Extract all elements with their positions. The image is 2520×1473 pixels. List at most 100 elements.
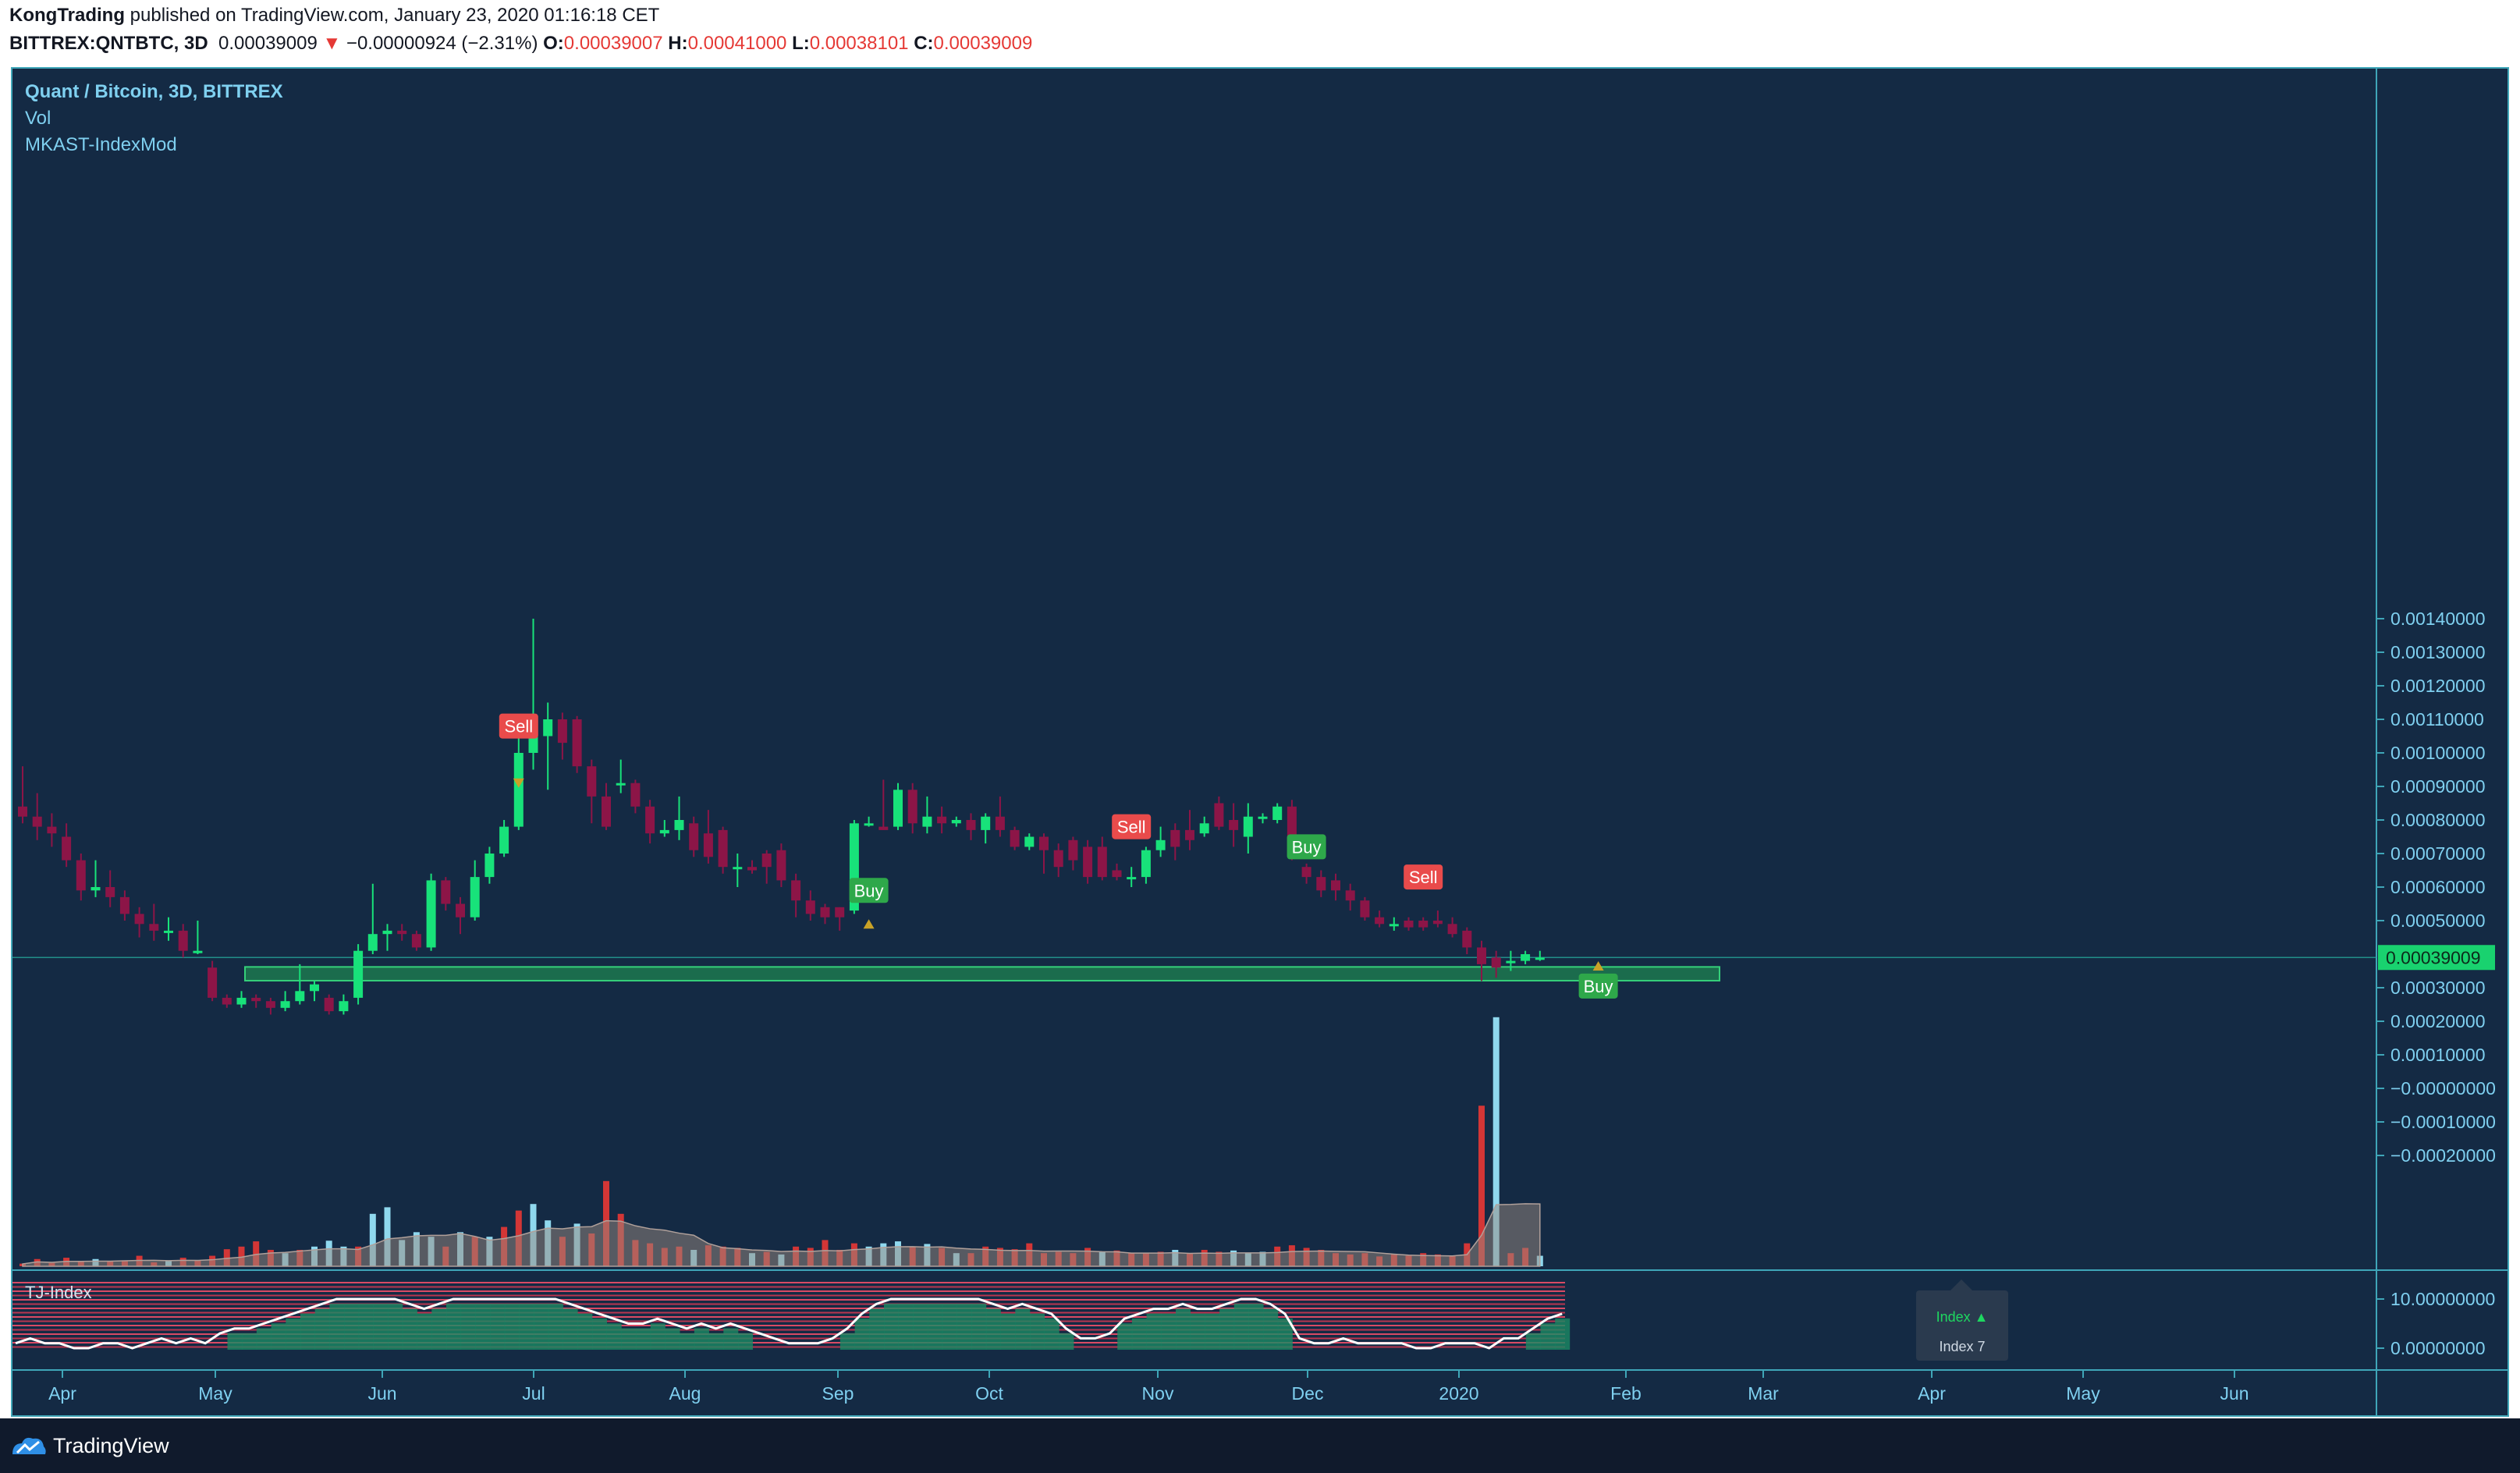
candle-body <box>966 820 976 830</box>
tj-green-zone <box>957 1304 972 1350</box>
signal-sell-badge <box>1404 864 1443 890</box>
tj-green-zone <box>358 1304 374 1350</box>
tj-green-zone <box>314 1308 330 1350</box>
signal-buy-badge <box>849 878 889 903</box>
tj-green-zone <box>1205 1313 1220 1350</box>
tj-green-zone <box>869 1308 885 1350</box>
signal-buy-label: Buy <box>1584 977 1613 996</box>
candle-body <box>1301 867 1311 878</box>
candle-body <box>674 820 684 830</box>
candle-body <box>134 914 144 925</box>
candle-body <box>397 930 407 935</box>
time-tick-label: Jun <box>367 1383 396 1404</box>
candle-body <box>18 806 27 817</box>
candle-body <box>1389 924 1399 927</box>
ohlc-line: BITTREX:QNTBTC, 3D 0.00039009 ▼ −0.00000… <box>9 33 1032 55</box>
footer-bar: TradingView <box>0 1418 2520 1473</box>
chart-canvas[interactable]: 0.00140000 0.00130000 0.00120000 0.00110000… <box>12 69 2508 1415</box>
tj-green-zone <box>534 1304 549 1350</box>
publish-info: published on TradingView.com, January 23… <box>130 5 660 26</box>
volume-bar <box>223 1249 230 1266</box>
tj-green-zone <box>1015 1308 1031 1350</box>
tj-green-zone <box>708 1333 724 1350</box>
candle-body <box>222 997 232 1005</box>
candle-body <box>718 829 728 868</box>
author-name[interactable]: KongTrading <box>9 5 125 26</box>
symbol-legend[interactable]: Quant / Bitcoin, 3D, BITTREX <box>25 81 283 102</box>
candle-body <box>1229 820 1239 830</box>
candle-body <box>543 719 553 736</box>
time-tick-label: Oct <box>975 1383 1003 1404</box>
price-tick-label: 0.00020000 <box>2390 1011 2486 1031</box>
volume-legend[interactable]: Vol <box>25 108 51 129</box>
last-price: 0.00039009 <box>218 33 318 54</box>
high-value: 0.00041000 <box>687 33 787 54</box>
publish-line: KongTrading published on TradingView.com… <box>9 5 659 27</box>
signal-sell-label: Sell <box>1117 818 1146 837</box>
candle-body <box>193 950 203 953</box>
candle-body <box>893 790 903 827</box>
price-tick-label: 0.00080000 <box>2390 810 2486 830</box>
chart-frame[interactable]: 0.00140000 0.00130000 0.00120000 0.00110000… <box>11 67 2509 1417</box>
tj-green-zone <box>1176 1308 1191 1350</box>
tj-green-zone <box>373 1304 389 1350</box>
tj-green-zone <box>1117 1323 1133 1350</box>
volume-bar <box>369 1213 376 1266</box>
tj-green-zone <box>490 1304 506 1350</box>
tj-green-zone <box>913 1304 928 1350</box>
candle-body <box>1127 877 1137 880</box>
open-label: O: <box>543 33 564 54</box>
tj-green-zone <box>694 1328 709 1350</box>
candle-body <box>1039 836 1049 850</box>
candle-body <box>776 850 786 881</box>
candle-body <box>1155 839 1166 850</box>
candle-body <box>178 930 188 951</box>
tj-green-zone <box>548 1304 563 1350</box>
price-tick-label: 0.00110000 <box>2390 709 2484 729</box>
tj-green-zone <box>242 1333 257 1350</box>
candle-body <box>499 826 509 854</box>
tj-green-zone <box>1540 1323 1556 1350</box>
candle-body <box>1272 806 1283 820</box>
high-label: H: <box>668 33 688 54</box>
indicator-legend[interactable]: MKAST-IndexMod <box>25 134 177 155</box>
time-tick-label: Feb <box>1610 1383 1642 1404</box>
symbol-label: BITTREX:QNTBTC, 3D <box>9 33 208 54</box>
tj-index-legend[interactable]: TJ-Index <box>25 1283 92 1302</box>
time-tick-label: 2020 <box>1439 1383 1478 1404</box>
index-box <box>1916 1290 2008 1361</box>
candle-body <box>747 867 757 871</box>
brand-name[interactable]: TradingView <box>53 1434 169 1457</box>
candle-body <box>1375 917 1385 925</box>
candle-body <box>353 950 364 998</box>
candle-body <box>689 823 699 850</box>
candle-body <box>47 826 57 834</box>
candle-body <box>1491 957 1501 968</box>
signal-sell-label: Sell <box>504 717 533 736</box>
tj-green-zone <box>985 1308 1001 1350</box>
tj-green-zone <box>460 1304 476 1350</box>
tj-green-zone <box>504 1304 520 1350</box>
candle-body <box>324 997 334 1012</box>
tj-green-zone <box>329 1304 345 1350</box>
candle-body <box>805 900 815 914</box>
candle-body <box>1360 900 1370 918</box>
signal-buy-badge <box>1287 834 1326 860</box>
candle-body <box>456 903 465 918</box>
close-value: 0.00039009 <box>933 33 1033 54</box>
tj-tick-label: 10.00000000 <box>2390 1289 2495 1309</box>
tj-green-zone <box>884 1304 899 1350</box>
tj-green-zone <box>431 1308 447 1350</box>
time-tick-label: Jun <box>2220 1383 2248 1404</box>
candle-body <box>1535 957 1545 960</box>
candle-body <box>1024 836 1035 847</box>
price-tick-label: 0.00100000 <box>2390 743 2486 763</box>
candle-body <box>32 816 42 827</box>
tj-green-zone <box>256 1328 272 1350</box>
tj-green-zone <box>621 1328 637 1350</box>
candle-body <box>1462 930 1472 948</box>
candle-body <box>149 924 159 931</box>
volume-ma-area <box>22 1203 1541 1267</box>
tradingview-logo-icon[interactable] <box>11 1432 47 1459</box>
candle-body <box>91 887 101 891</box>
